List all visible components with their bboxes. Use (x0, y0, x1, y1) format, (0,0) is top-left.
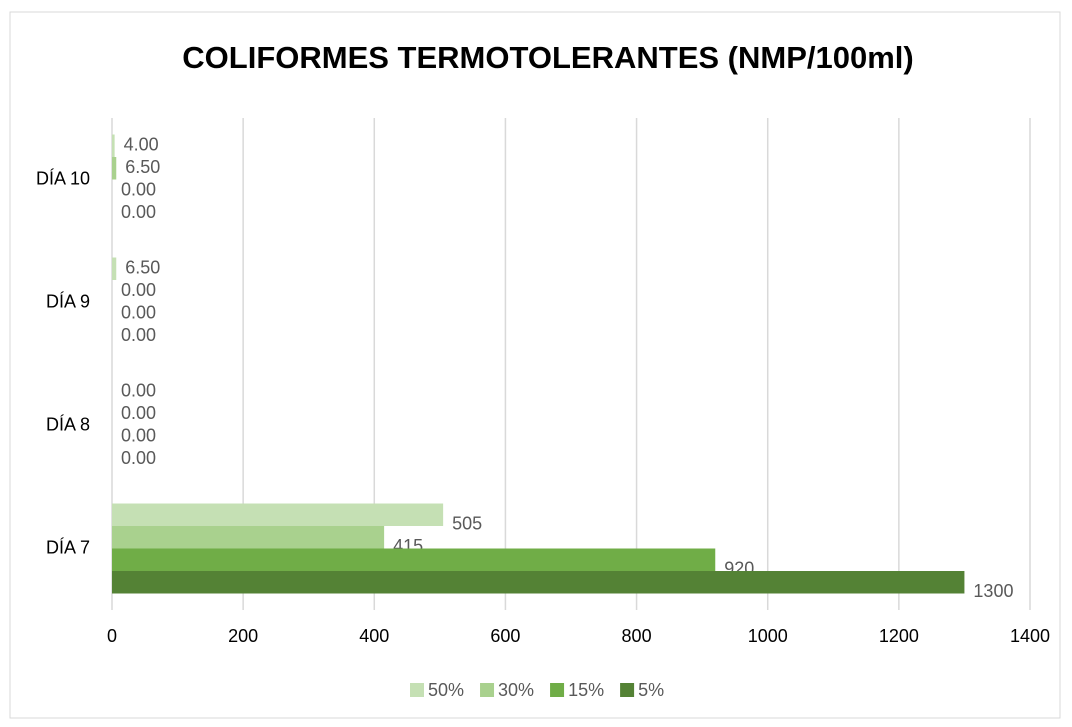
bar (112, 548, 716, 571)
data-label: 0.00 (121, 202, 156, 222)
data-label: 0.00 (121, 448, 156, 468)
data-label: 0.00 (121, 325, 156, 345)
legend-label: 5% (638, 680, 664, 700)
data-label: 0.00 (121, 180, 156, 200)
y-tick-label: DÍA 10 (36, 168, 90, 188)
x-tick-label: 400 (359, 626, 389, 646)
data-label: 6.50 (125, 258, 160, 278)
data-label: 0.00 (121, 381, 156, 401)
data-label: 6.50 (125, 157, 160, 177)
bar (112, 157, 117, 180)
data-label: 0.00 (121, 303, 156, 323)
y-tick-label: DÍA 7 (46, 537, 90, 557)
data-label: 0.00 (121, 280, 156, 300)
legend-swatch (620, 683, 635, 697)
data-label: 0.00 (121, 426, 156, 446)
bar (112, 526, 385, 549)
y-tick-label: DÍA 8 (46, 414, 90, 434)
y-tick-label: DÍA 9 (46, 291, 90, 311)
bar (112, 257, 117, 280)
x-tick-label: 1400 (1010, 626, 1050, 646)
legend-swatch (550, 683, 565, 697)
data-label: 4.00 (124, 135, 159, 155)
data-label: 1300 (973, 581, 1013, 601)
x-tick-label: 1000 (748, 626, 788, 646)
data-label: 0.00 (121, 403, 156, 423)
x-tick-label: 800 (622, 626, 652, 646)
legend-swatch (410, 683, 424, 697)
x-tick-label: 200 (228, 626, 258, 646)
chart-frame (9, 11, 1061, 719)
bar (112, 134, 115, 157)
data-label: 505 (452, 514, 482, 534)
x-tick-label: 0 (107, 626, 117, 646)
x-tick-label: 600 (490, 626, 520, 646)
bar (112, 571, 965, 594)
legend-label: 50% (428, 680, 464, 700)
legend-label: 30% (498, 680, 534, 700)
chart-title: COLIFORMES TERMOTOLERANTES (NMP/100ml) (182, 40, 913, 75)
legend-swatch (480, 683, 495, 697)
legend-label: 15% (568, 680, 604, 700)
x-tick-label: 1200 (879, 626, 919, 646)
bar (112, 503, 444, 526)
